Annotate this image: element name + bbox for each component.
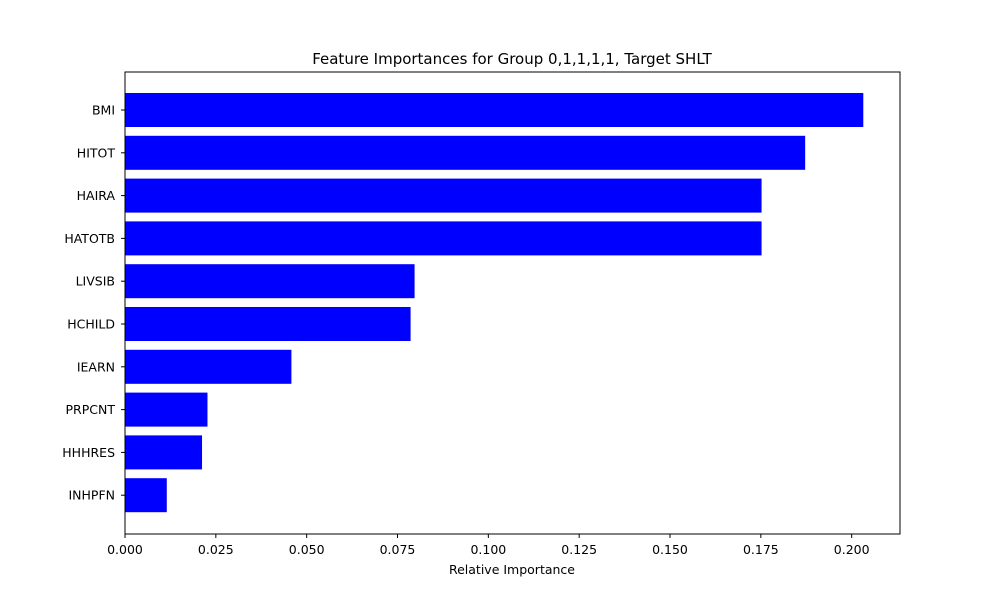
bars-group (125, 93, 864, 513)
x-ticks-group: 0.000 0.025 0.050 0.075 0.100 0.125 0.150 0.175… (107, 534, 870, 557)
x-tick-label: 0.150 (652, 542, 688, 557)
y-tick-label: HAIRA (77, 188, 116, 203)
y-tick-label: HHHRES (62, 445, 115, 460)
x-axis-label: Relative Importance (449, 562, 575, 577)
x-tick-label: 0.175 (743, 542, 779, 557)
bar-prpcnt (125, 392, 208, 427)
bar-hhhres (125, 435, 203, 470)
x-tick-label: 0.200 (834, 542, 870, 557)
bar-inhpfn (125, 478, 167, 513)
x-tick-label: 0.100 (470, 542, 506, 557)
plot-frame (124, 71, 901, 535)
bar-hatotb (125, 221, 762, 256)
y-tick-label: HITOT (77, 145, 116, 160)
bar-livsib (125, 264, 415, 299)
y-tick-label: INHPFN (68, 488, 115, 503)
bar-haira (125, 178, 762, 213)
bar-iearn (125, 349, 292, 384)
y-tick-label: PRPCNT (66, 402, 116, 417)
chart-title: Feature Importances for Group 0,1,1,1,1,… (312, 50, 712, 68)
y-tick-label: BMI (92, 103, 115, 118)
y-tick-label: HCHILD (67, 317, 115, 332)
x-tick-label: 0.050 (289, 542, 325, 557)
x-tick-label: 0.000 (107, 542, 143, 557)
bar-hitot (125, 135, 806, 170)
y-ticks-group: BMI HITOT HAIRA HATOTB LIVSIB HCHILD IEARN PRPC… (62, 103, 125, 503)
bar-bmi (125, 93, 864, 127)
x-tick-label: 0.075 (380, 542, 416, 557)
y-tick-label: LIVSIB (76, 274, 115, 289)
y-tick-label: HATOTB (64, 231, 115, 246)
y-tick-label: IEARN (77, 359, 115, 374)
x-tick-label: 0.125 (561, 542, 597, 557)
x-tick-label: 0.025 (198, 542, 234, 557)
bar-hchild (125, 307, 411, 341)
